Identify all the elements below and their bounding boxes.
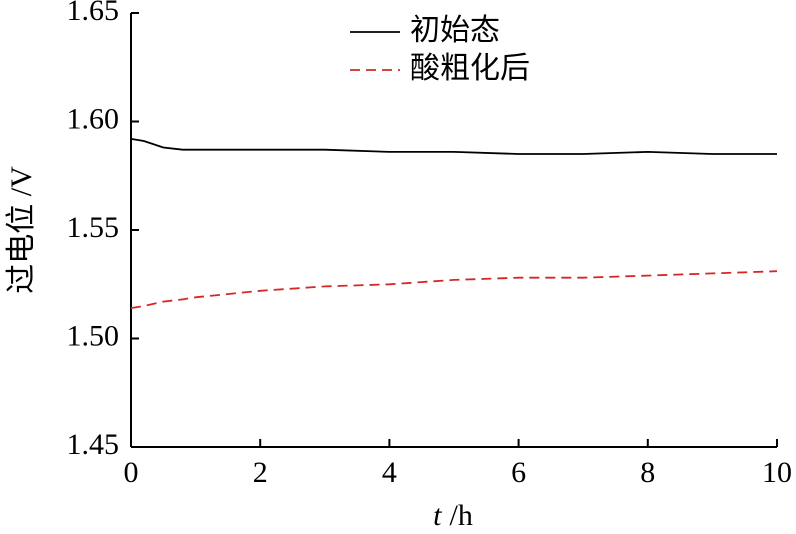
y-tick-label: 1.60: [67, 102, 120, 135]
y-axis-label: 过电位 /V: [5, 166, 38, 294]
x-tick-label: 4: [382, 456, 397, 489]
x-tick-label: 0: [124, 456, 139, 489]
series-line: [130, 138, 777, 155]
y-tick-label: 1.45: [67, 428, 120, 461]
x-tick-label: 10: [762, 456, 792, 489]
legend-label: 初始态: [410, 14, 500, 47]
x-axis-variable: t: [433, 499, 442, 532]
x-axis-unit: /h: [450, 499, 473, 532]
legend-label: 酸粗化后: [410, 52, 530, 85]
series-line: [130, 270, 778, 309]
x-tick-label: 6: [511, 456, 526, 489]
x-axis-label: t/h: [433, 499, 473, 532]
y-tick-label: 1.65: [67, 0, 120, 27]
y-tick-label: 1.55: [67, 211, 120, 244]
y-tick-label: 1.50: [67, 319, 120, 352]
x-tick-label: 8: [640, 456, 655, 489]
x-tick-label: 2: [253, 456, 268, 489]
